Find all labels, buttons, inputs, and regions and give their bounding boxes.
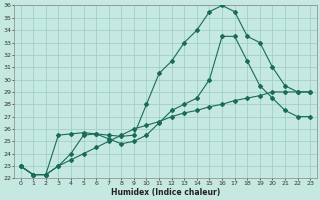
X-axis label: Humidex (Indice chaleur): Humidex (Indice chaleur) [111, 188, 220, 197]
